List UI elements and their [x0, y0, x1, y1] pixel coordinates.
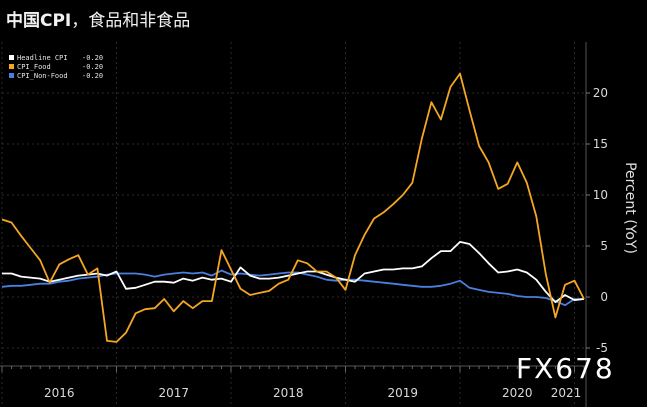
chart-axes: -5 0 5 10 15 20 2016 2017 2018 2019 2020 2021 Percen… — [0, 42, 638, 407]
x-tick-label: 2020 — [502, 386, 533, 400]
y-tick-label: 10 — [593, 188, 608, 202]
x-tick-label: 2021 — [551, 386, 582, 400]
legend-entry-value: -0.20 — [82, 63, 103, 71]
legend-entry-name: CPI_Non-Food — [17, 72, 68, 80]
x-tick-label: 2016 — [44, 386, 75, 400]
x-tick-label: 2019 — [387, 386, 418, 400]
series-line-cpi-food — [1, 72, 585, 343]
chart-legend: Headline CPI -0.20 CPI_Food -0.20 CPI_Non-Fo… — [9, 54, 103, 80]
y-tick-label: 20 — [593, 86, 608, 100]
series-layer — [1, 72, 585, 343]
y-tick-label: 15 — [593, 137, 608, 151]
legend-swatch — [9, 55, 14, 60]
legend-swatch — [9, 64, 14, 69]
legend-entry-name: CPI_Food — [17, 63, 51, 71]
y-tick-label: 5 — [600, 239, 608, 253]
watermark-logo: FX678 — [516, 352, 615, 385]
series-line-cpi-non-food — [1, 269, 584, 307]
chart-title-rest: ，食品和非食品 — [71, 11, 191, 31]
y-tick-label: 0 — [600, 290, 608, 304]
y-tick-label: -5 — [596, 341, 608, 355]
chart-title-cpi: 中国CPI — [6, 11, 72, 31]
y-axis-label: Percent (YoY) — [622, 162, 638, 254]
x-tick-label: 2017 — [158, 386, 189, 400]
chart-title: 中国CPI，食品和非食品 — [6, 6, 190, 31]
legend-entry-value: -0.20 — [82, 54, 103, 62]
chart-grid — [1, 42, 586, 407]
x-tick-label: 2018 — [273, 386, 304, 400]
legend-entry-value: -0.20 — [82, 72, 103, 80]
legend-entry-name: Headline CPI — [17, 54, 68, 62]
legend-swatch — [9, 73, 14, 78]
